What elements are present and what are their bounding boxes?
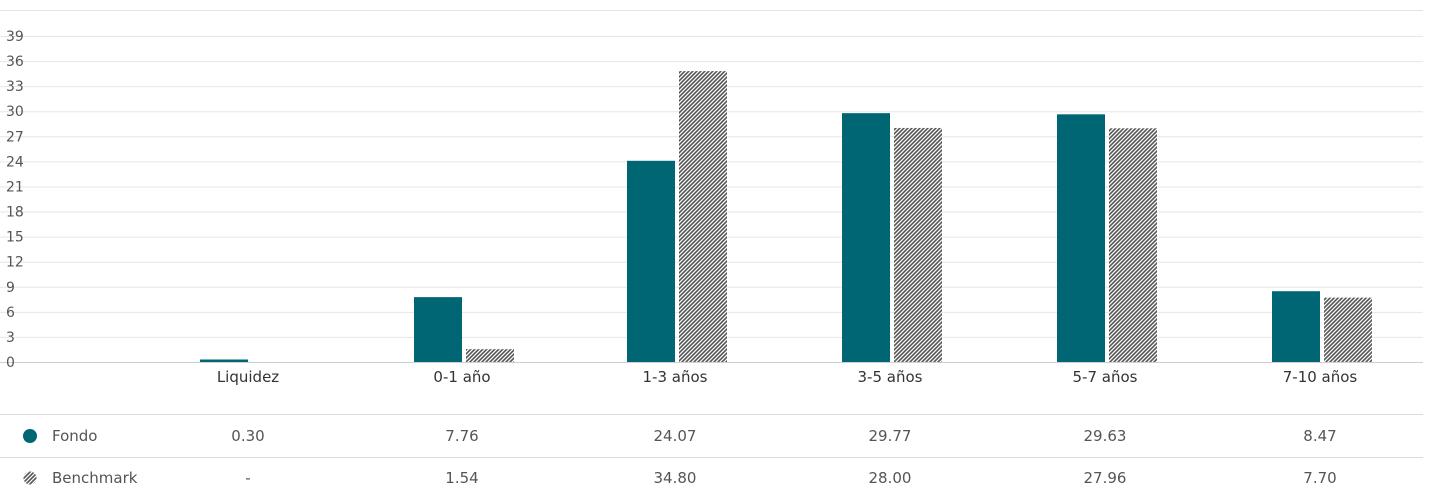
y-tick-label: 12 (6, 255, 24, 271)
y-tick-label: 30 (6, 104, 24, 120)
x-category-label: 1-3 años (643, 368, 708, 386)
table-cell: 0.30 (231, 427, 265, 445)
table-cell: 29.63 (1083, 427, 1127, 445)
table-row-fondo: Fondo 0.30 7.76 24.07 29.77 29.63 8.47 (0, 414, 1423, 458)
table-cell: 7.76 (445, 427, 479, 445)
x-category-label: 7-10 años (1283, 368, 1358, 386)
benchmark-bar (679, 71, 727, 362)
x-category-label: 3-5 años (858, 368, 923, 386)
bars (200, 71, 1372, 362)
fondo-bar (627, 160, 675, 362)
series-name-fondo: Fondo (52, 427, 98, 445)
y-tick-label: 33 (6, 79, 24, 95)
table-row-benchmark: Benchmark - 1.54 34.80 28.00 27.96 7.70 (0, 457, 1423, 499)
table-cell: - (245, 469, 251, 487)
y-tick-label: 6 (6, 305, 15, 321)
y-tick-label: 15 (6, 230, 24, 246)
table-cell: 28.00 (868, 469, 912, 487)
y-tick-label: 39 (6, 29, 24, 45)
benchmark-legend-marker (23, 471, 37, 485)
fondo-legend-marker (23, 429, 37, 443)
table-cell: 34.80 (653, 469, 697, 487)
table-cell: 7.70 (1303, 469, 1337, 487)
benchmark-bar (1324, 297, 1372, 362)
y-tick-label: 0 (6, 355, 15, 371)
y-tick-label: 9 (6, 280, 15, 296)
x-category-label: 0-1 año (433, 368, 490, 386)
y-tick-label: 3 (6, 330, 15, 346)
table-cell: 29.77 (868, 427, 912, 445)
fondo-bar (842, 113, 890, 362)
table-cell: 24.07 (653, 427, 697, 445)
table-cell: 8.47 (1303, 427, 1337, 445)
y-tick-label: 24 (6, 154, 24, 170)
x-axis-categories: Liquidez 0-1 año 1-3 años 3-5 años 5-7 años 7… (217, 368, 1358, 386)
benchmark-bar (1109, 128, 1157, 362)
x-category-label: Liquidez (217, 368, 279, 386)
y-tick-label: 36 (6, 54, 24, 70)
fondo-bar (1272, 291, 1320, 362)
benchmark-bar (466, 349, 514, 362)
fondo-bar (200, 359, 248, 362)
fondo-bar (414, 297, 462, 362)
y-tick-label: 27 (6, 129, 24, 145)
y-tick-label: 21 (6, 179, 24, 195)
fondo-bar (1057, 114, 1105, 362)
benchmark-bar (894, 127, 942, 362)
y-tick-label: 18 (6, 205, 24, 221)
series-name-benchmark: Benchmark (52, 469, 138, 487)
table-cell: 1.54 (445, 469, 479, 487)
table-cell: 27.96 (1083, 469, 1127, 487)
x-category-label: 5-7 años (1073, 368, 1138, 386)
